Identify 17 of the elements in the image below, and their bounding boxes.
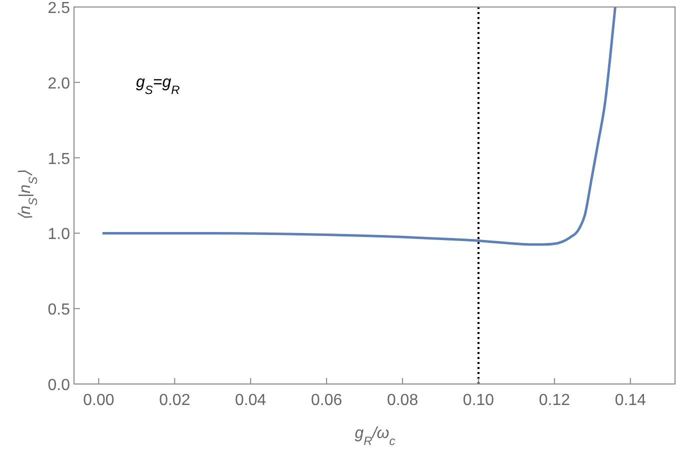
x-tick-label: 0.00 bbox=[83, 392, 114, 409]
annotation: g$_{S}$=g$_{R}$ bbox=[136, 74, 180, 97]
y-tick-label: 0.0 bbox=[48, 377, 70, 394]
x-tick-label: 0.08 bbox=[386, 392, 418, 409]
x-tick-label: 0.14 bbox=[614, 392, 646, 409]
x-tick-label: 0.12 bbox=[538, 392, 570, 409]
x-tick-label: 0.04 bbox=[235, 392, 266, 409]
x-tick-label: 0.02 bbox=[159, 392, 190, 409]
x-tick-label: 0.10 bbox=[462, 392, 494, 409]
y-tick-label: 1.0 bbox=[48, 226, 70, 244]
line-series bbox=[101, 7, 616, 246]
x-axis-title: g$_{R}$/ω$_{c}$ bbox=[354, 425, 396, 448]
x-tick-label: 0.06 bbox=[311, 392, 342, 409]
y-tick-label: 2.5 bbox=[48, 0, 70, 17]
y-tick-label: 1.5 bbox=[48, 150, 70, 168]
y-tick-label: 2.0 bbox=[48, 75, 70, 92]
y-tick-label: 0.5 bbox=[48, 302, 70, 319]
